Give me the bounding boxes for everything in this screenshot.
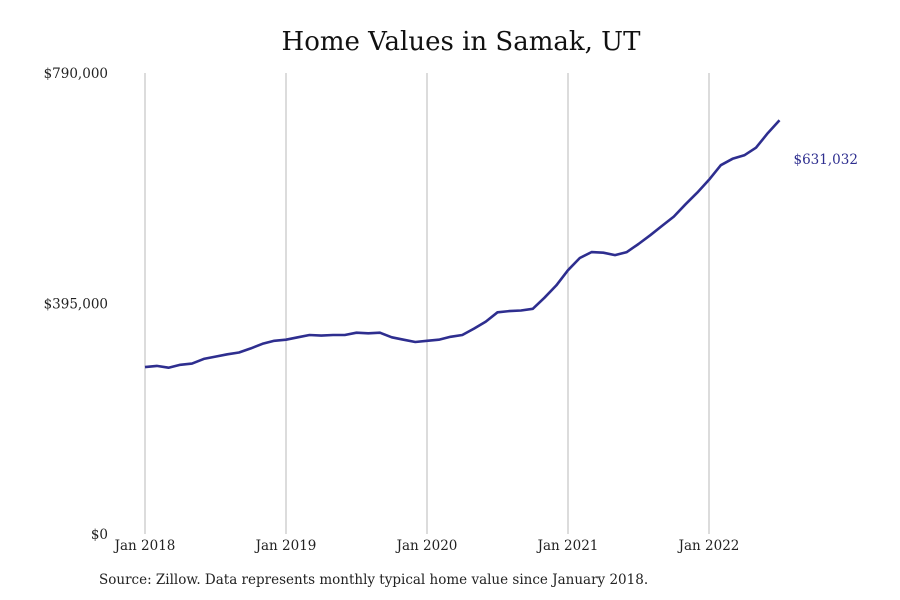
series-line: [144, 119, 781, 369]
y-tick-label: $790,000: [44, 66, 108, 82]
x-tick-label: Jan 2022: [677, 538, 740, 554]
vertical-gridlines: [144, 73, 710, 534]
x-tick-label: Jan 2020: [395, 538, 458, 554]
y-tick-label: $395,000: [44, 297, 108, 313]
y-tick-label: $0: [91, 527, 108, 543]
x-tick-label: Jan 2021: [536, 538, 599, 554]
end-value-label: $631,032: [794, 152, 858, 168]
x-tick-label: Jan 2018: [113, 538, 176, 554]
y-axis-tick-labels: $0 $395,000 $790,000: [44, 66, 108, 543]
x-tick-label: Jan 2019: [254, 538, 317, 554]
source-note: Source: Zillow. Data represents monthly …: [99, 572, 649, 588]
x-axis-tick-labels: Jan 2018 Jan 2019 Jan 2020 Jan 2021 Jan 2022: [113, 538, 740, 554]
chart-title: Home Values in Samak, UT: [281, 27, 641, 57]
